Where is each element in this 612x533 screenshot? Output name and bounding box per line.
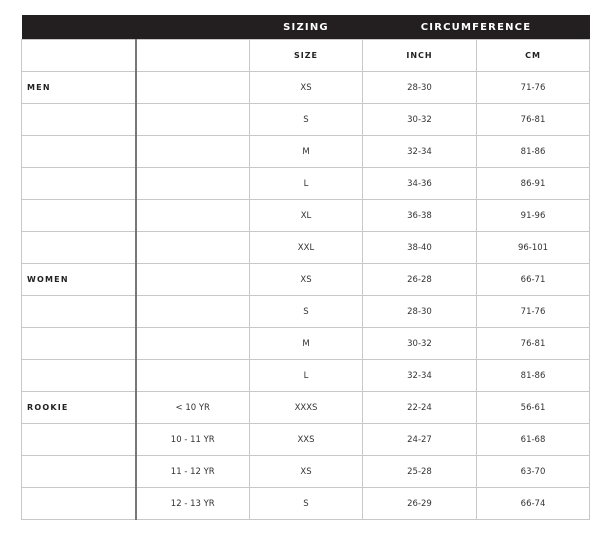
table-row: ROOKIE < 10 YR XXXS 22-24 56-61 xyxy=(21,391,591,424)
category-cell xyxy=(21,327,137,360)
table-row: XXL 38-40 96-101 xyxy=(21,231,591,264)
age-cell xyxy=(135,199,250,232)
inch-cell: 30-32 xyxy=(362,327,477,360)
age-cell xyxy=(135,71,250,104)
table-row: WOMEN XS 26-28 66-71 xyxy=(21,263,591,296)
inch-cell: 22-24 xyxy=(362,391,477,424)
age-cell: 11 - 12 YR xyxy=(135,455,250,488)
category-cell xyxy=(21,295,137,328)
cm-cell: 91-96 xyxy=(475,199,591,232)
size-cell: XL xyxy=(249,199,363,232)
subheader-cm: CM xyxy=(475,39,591,72)
inch-cell: 36-38 xyxy=(362,199,477,232)
table-row: M 30-32 76-81 xyxy=(21,327,591,360)
subheader-blank-2 xyxy=(135,39,250,72)
size-cell: XXS xyxy=(249,423,363,456)
size-cell: XXXS xyxy=(249,391,363,424)
inch-cell: 26-29 xyxy=(362,487,477,520)
age-cell: 12 - 13 YR xyxy=(135,487,250,520)
category-cell xyxy=(21,455,137,488)
subheader-blank xyxy=(21,39,137,72)
size-cell: L xyxy=(249,359,363,392)
table-header-row: SIZING CIRCUMFERENCE xyxy=(21,15,590,40)
category-cell: WOMEN xyxy=(21,263,137,296)
age-cell xyxy=(135,167,250,200)
size-cell: XS xyxy=(249,263,363,296)
cm-cell: 71-76 xyxy=(475,295,591,328)
table-row: 10 - 11 YR XXS 24-27 61-68 xyxy=(21,423,591,456)
cm-cell: 71-76 xyxy=(475,71,591,104)
age-cell xyxy=(135,135,250,168)
cm-cell: 86-91 xyxy=(475,167,591,200)
size-cell: XS xyxy=(249,455,363,488)
inch-cell: 25-28 xyxy=(362,455,477,488)
category-cell xyxy=(21,103,137,136)
size-cell: M xyxy=(249,135,363,168)
table-row: XL 36-38 91-96 xyxy=(21,199,591,232)
header-blank xyxy=(21,15,250,40)
cm-cell: 96-101 xyxy=(475,231,591,264)
size-cell: S xyxy=(249,103,363,136)
age-cell xyxy=(135,231,250,264)
table-row: S 28-30 71-76 xyxy=(21,295,591,328)
subheader-size: SIZE xyxy=(249,39,363,72)
inch-cell: 26-28 xyxy=(362,263,477,296)
size-cell: S xyxy=(249,487,363,520)
category-cell xyxy=(21,231,137,264)
size-cell: XS xyxy=(249,71,363,104)
age-cell xyxy=(135,295,250,328)
table-row: 11 - 12 YR XS 25-28 63-70 xyxy=(21,455,591,488)
inch-cell: 24-27 xyxy=(362,423,477,456)
table-row: MEN XS 28-30 71-76 xyxy=(21,71,591,104)
cm-cell: 66-74 xyxy=(475,487,591,520)
cm-cell: 63-70 xyxy=(475,455,591,488)
age-cell xyxy=(135,263,250,296)
sizing-table: SIZING CIRCUMFERENCE SIZE INCH CM MEN XS 2… xyxy=(21,15,591,520)
subheader-inch: INCH xyxy=(362,39,477,72)
category-cell xyxy=(21,135,137,168)
category-cell xyxy=(21,359,137,392)
cm-cell: 56-61 xyxy=(475,391,591,424)
category-cell xyxy=(21,199,137,232)
table-subheader-row: SIZE INCH CM xyxy=(21,39,591,72)
header-sizing: SIZING xyxy=(249,15,363,40)
cm-cell: 66-71 xyxy=(475,263,591,296)
inch-cell: 32-34 xyxy=(362,135,477,168)
age-cell: < 10 YR xyxy=(135,391,250,424)
table-row: L 32-34 81-86 xyxy=(21,359,591,392)
size-cell: S xyxy=(249,295,363,328)
inch-cell: 34-36 xyxy=(362,167,477,200)
category-cell: MEN xyxy=(21,71,137,104)
category-cell xyxy=(21,423,137,456)
inch-cell: 38-40 xyxy=(362,231,477,264)
category-cell: ROOKIE xyxy=(21,391,137,424)
size-cell: L xyxy=(249,167,363,200)
header-circumference: CIRCUMFERENCE xyxy=(362,15,590,40)
table-row: L 34-36 86-91 xyxy=(21,167,591,200)
cm-cell: 76-81 xyxy=(475,327,591,360)
age-cell xyxy=(135,103,250,136)
table-row: M 32-34 81-86 xyxy=(21,135,591,168)
cm-cell: 61-68 xyxy=(475,423,591,456)
inch-cell: 32-34 xyxy=(362,359,477,392)
age-cell: 10 - 11 YR xyxy=(135,423,250,456)
inch-cell: 30-32 xyxy=(362,103,477,136)
inch-cell: 28-30 xyxy=(362,295,477,328)
age-cell xyxy=(135,359,250,392)
cm-cell: 81-86 xyxy=(475,359,591,392)
size-cell: M xyxy=(249,327,363,360)
table-row: 12 - 13 YR S 26-29 66-74 xyxy=(21,487,591,520)
size-cell: XXL xyxy=(249,231,363,264)
category-cell xyxy=(21,167,137,200)
inch-cell: 28-30 xyxy=(362,71,477,104)
category-cell xyxy=(21,487,137,520)
age-cell xyxy=(135,327,250,360)
table-row: S 30-32 76-81 xyxy=(21,103,591,136)
cm-cell: 81-86 xyxy=(475,135,591,168)
cm-cell: 76-81 xyxy=(475,103,591,136)
